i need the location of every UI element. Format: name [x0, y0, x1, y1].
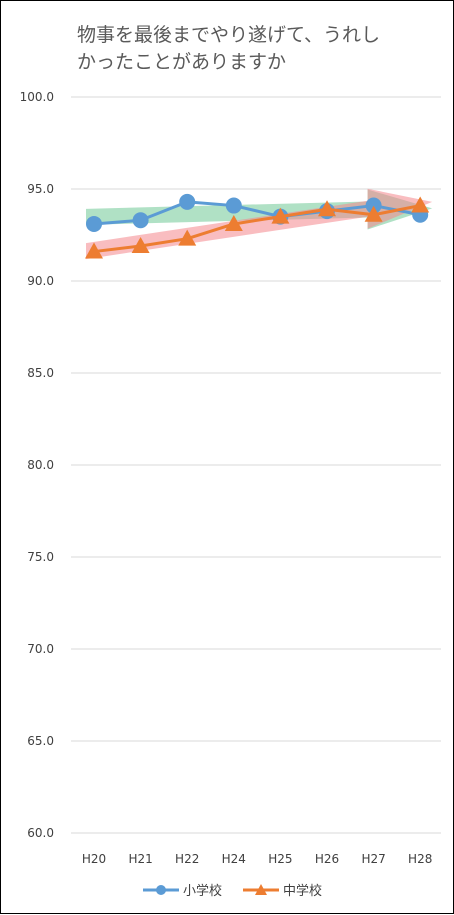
y-tick-label: 65.0: [27, 734, 54, 748]
data-point-triangle: [411, 196, 430, 213]
x-tick-label: H24: [222, 852, 246, 866]
series-lines: [85, 193, 430, 259]
data-point-triangle: [178, 229, 197, 246]
data-point-circle: [365, 197, 382, 214]
data-point-triangle: [131, 237, 150, 254]
data-point-circle: [179, 193, 196, 210]
x-tick-label: H25: [268, 852, 292, 866]
y-tick-label: 70.0: [27, 642, 54, 656]
data-point-circle: [86, 215, 102, 232]
legend-label: 小学校: [183, 883, 222, 899]
legend-marker-circle: [156, 885, 166, 895]
y-tick-label: 90.0: [27, 274, 54, 288]
data-point-triangle: [271, 207, 290, 224]
x-tick-label: H20: [82, 852, 106, 866]
data-point-triangle: [85, 242, 103, 259]
chart-title: 物事を最後までやり遂げて、うれし かったことがありますか: [77, 24, 380, 73]
y-axis-ticks: 100.0 95.0 90.0 85.0 80.0 75.0 70.0 65.0 60.0: [20, 90, 54, 840]
x-tick-label: H26: [315, 852, 339, 866]
data-point-circle: [225, 197, 242, 214]
x-tick-label: H28: [408, 852, 432, 866]
y-tick-label: 95.0: [27, 182, 54, 196]
gridlines: [71, 96, 441, 834]
x-tick-label: H27: [361, 852, 385, 866]
series-line: [93, 204, 421, 254]
trend-arrow: [86, 189, 433, 230]
chart-title-line-1: 物事を最後までやり遂げて、うれし: [77, 24, 380, 46]
y-tick-label: 100.0: [20, 90, 54, 104]
data-point-circle: [132, 212, 149, 229]
data-point-triangle: [224, 214, 243, 231]
x-axis-ticks: H20 H21 H22 H24 H25 H26 H27 H28: [82, 852, 432, 866]
legend-marker-triangle: [255, 884, 267, 895]
y-tick-label: 75.0: [27, 550, 54, 564]
legend: 小学校 中学校: [143, 883, 322, 899]
y-tick-label: 60.0: [27, 826, 54, 840]
x-tick-label: H22: [175, 852, 199, 866]
chart-title-line-2: かったことがありますか: [77, 51, 286, 73]
data-point-triangle: [364, 205, 383, 222]
legend-label: 中学校: [283, 883, 322, 899]
data-point-triangle: [318, 200, 336, 217]
y-tick-label: 80.0: [27, 458, 54, 472]
y-tick-label: 85.0: [27, 366, 54, 380]
x-tick-label: H21: [128, 852, 152, 866]
